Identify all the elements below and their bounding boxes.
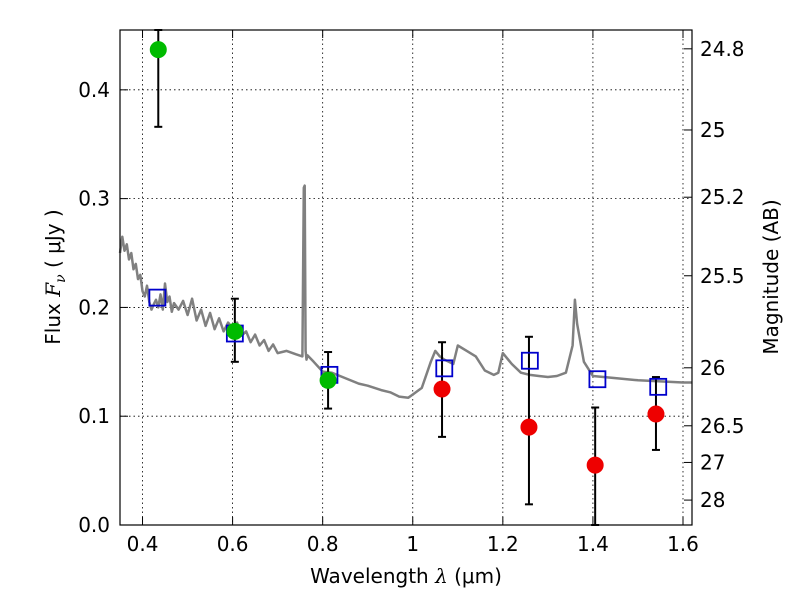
right-tick-label: 24.8 [700, 37, 745, 61]
detections-point [226, 322, 244, 340]
y-tick-label: 0.4 [78, 78, 110, 102]
axes: 0.4 0.6 0.8 1 1.2 1.4 1.6 0.0 0.1 0.2 0.3 0.4 24.8 25… [78, 30, 745, 556]
right-tick-label: 28 [700, 488, 725, 512]
right-axis-title: Magnitude (AB) [759, 199, 783, 354]
marginal-point [433, 380, 451, 398]
y-axis-title: Flux Fν ( μJy ) [41, 209, 69, 344]
error-bars [154, 29, 660, 526]
plot-frame [119, 29, 693, 526]
y-tick-label: 0.1 [78, 404, 110, 428]
right-tick-label: 25.5 [700, 264, 745, 288]
x-tick-label: 1 [406, 532, 419, 556]
right-tick-label: 26 [700, 356, 725, 380]
model-spectrum [118, 184, 692, 399]
x-axis-title: Wavelength λ (μm) [310, 564, 502, 588]
data-markers [148, 41, 668, 474]
marginal-point [520, 418, 538, 436]
y-tick-label: 0.0 [78, 513, 110, 537]
x-tick-label: 1.6 [667, 532, 699, 556]
x-tick-label: 0.8 [307, 532, 339, 556]
right-tick-label: 27 [700, 450, 725, 474]
marginal-point [647, 405, 665, 423]
y-tick-label: 0.3 [78, 187, 110, 211]
model-square-point [148, 288, 167, 307]
spectrum-line [118, 184, 692, 399]
detections-point [319, 371, 337, 389]
right-tick-label: 25 [700, 118, 725, 142]
marginal-point [586, 456, 604, 474]
model-square-point [649, 377, 668, 396]
detections-point [149, 41, 167, 59]
x-tick-label: 0.6 [217, 532, 249, 556]
grid-lines [120, 30, 692, 526]
x-tick-label: 0.4 [127, 532, 159, 556]
right-tick-label: 25.2 [700, 185, 745, 209]
model-square-point [588, 370, 607, 389]
x-tick-label: 1.4 [577, 532, 609, 556]
model-square-point [435, 359, 454, 378]
right-tick-label: 26.5 [700, 414, 745, 438]
x-tick-label: 1.2 [487, 532, 519, 556]
model-square-point [520, 351, 539, 370]
y-tick-label: 0.2 [78, 295, 110, 319]
